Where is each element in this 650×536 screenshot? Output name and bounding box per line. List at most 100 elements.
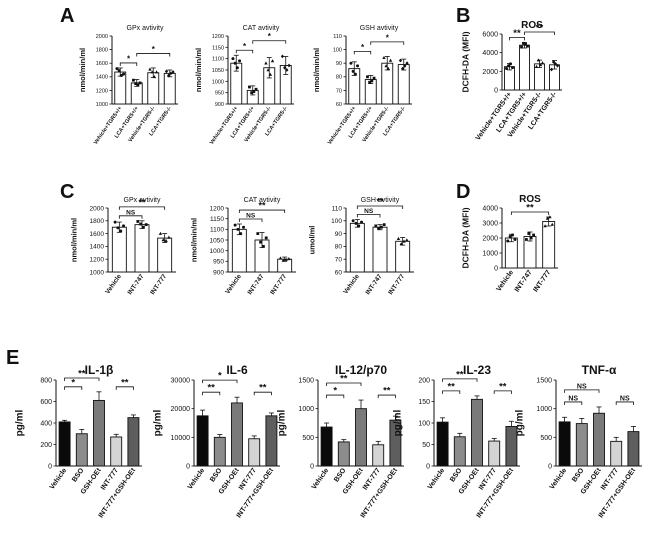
y-tick-label: 1100 — [212, 57, 224, 63]
significance-bracket — [118, 215, 143, 219]
panel-letter-e: E — [6, 347, 19, 369]
chart-title: ROS — [521, 20, 543, 31]
chart-title: IL-23 — [463, 363, 491, 377]
bar — [213, 436, 226, 467]
y-tick-label: 1800 — [96, 48, 108, 54]
y-tick-label: 1600 — [96, 61, 108, 67]
significance-label: ** — [207, 383, 215, 394]
data-point — [122, 224, 126, 228]
y-tick-label: 1000 — [210, 248, 225, 255]
y-tick-label: 30000 — [171, 377, 191, 384]
significance-label: ** — [340, 374, 348, 385]
data-point — [405, 61, 409, 66]
significance-bracket — [64, 377, 100, 381]
bar — [320, 426, 333, 467]
data-point — [122, 72, 126, 76]
chart-title: GPx avtivity — [124, 197, 161, 204]
data-point — [252, 90, 256, 93]
y-tick-label: 1600 — [90, 231, 105, 238]
bar — [196, 415, 209, 467]
significance-bracket — [115, 386, 134, 390]
x-tick-label: INT-747 — [247, 273, 266, 296]
chart-title: IL-6 — [226, 363, 248, 377]
bar — [114, 71, 127, 105]
data-point — [403, 64, 407, 68]
x-tick-label: BSO — [571, 467, 586, 484]
y-tick-label: 600 — [40, 399, 52, 406]
data-point — [256, 232, 260, 235]
y-tick-label: 1200 — [212, 34, 224, 40]
chart-title: GSH avtivity — [360, 25, 399, 32]
data-point — [167, 235, 171, 239]
significance-bracket — [119, 62, 138, 66]
data-point — [239, 232, 243, 236]
data-point — [520, 45, 523, 49]
data-point — [287, 256, 291, 261]
data-point — [233, 61, 237, 65]
bar — [372, 226, 388, 273]
significance-label: * — [218, 371, 222, 382]
significance-bracket — [64, 386, 83, 390]
x-tick-label: Vehicle+TGR5+/+ — [209, 106, 240, 146]
data-point — [526, 44, 529, 48]
data-point — [511, 233, 515, 237]
significance-bracket — [510, 211, 550, 215]
data-point — [235, 66, 239, 70]
chart-c2: CAT avtivity 900 950 1000 1050 1100 1150 1200 nm… — [190, 197, 296, 296]
significance-bracket — [509, 37, 525, 41]
bar — [265, 415, 278, 467]
data-point — [351, 69, 355, 73]
data-point — [119, 229, 123, 233]
data-point — [154, 70, 159, 74]
x-tick-label: Vehicle — [549, 467, 569, 491]
y-tick-label: 1000 — [298, 406, 314, 413]
bar — [355, 408, 367, 467]
x-tick-label: INT-777 — [269, 273, 288, 296]
significance-bracket — [326, 394, 345, 399]
data-point — [545, 216, 550, 220]
y-axis-label: pg/ml — [15, 409, 26, 436]
significance-label: ** — [259, 383, 267, 394]
significance-bracket — [442, 378, 478, 382]
y-tick-label: 1050 — [210, 237, 225, 244]
significance-label: ** — [526, 203, 534, 214]
significance-bracket — [253, 391, 272, 396]
y-tick-label: 0 — [426, 463, 430, 470]
y-tick-label: 1150 — [210, 216, 224, 223]
chart-title: GPx avtivity — [127, 25, 164, 32]
bar — [436, 421, 449, 467]
data-point — [368, 80, 372, 84]
data-point — [142, 225, 145, 229]
y-tick-label: 1200 — [96, 88, 108, 94]
significance-bracket — [326, 382, 362, 387]
chart-a3: GSH avtivity 60 70 80 90 100 110 nmol/min/ml Veh… — [312, 25, 412, 146]
data-point — [132, 78, 135, 82]
significance-bracket — [356, 205, 404, 209]
significance-label: ** — [258, 201, 266, 211]
chart-title: IL-12/p70 — [335, 363, 387, 377]
data-point — [113, 220, 117, 224]
data-point — [152, 75, 157, 79]
data-point — [236, 227, 240, 231]
data-point — [507, 64, 510, 68]
y-tick-label: 2000 — [482, 69, 498, 76]
bar — [231, 228, 247, 273]
bar — [575, 423, 588, 467]
data-point — [509, 62, 512, 66]
y-tick-label: 150 — [418, 399, 430, 406]
data-point — [405, 238, 409, 242]
y-axis-label: nmol/min/ml — [70, 218, 79, 262]
y-tick-label: 100 — [333, 48, 342, 54]
y-tick-label: 950 — [215, 91, 224, 97]
y-axis-label: DCFH-DA (MFI) — [461, 31, 471, 92]
y-tick-label: 0 — [494, 265, 498, 272]
chart-d: ROS 0 1000 2000 3000 4000 DCFH-DA (MFI) Vehicle… — [461, 194, 558, 294]
y-tick-label: 1150 — [212, 45, 224, 51]
data-point — [264, 61, 268, 65]
x-tick-label: BSO — [449, 467, 464, 484]
significance-bracket — [235, 49, 254, 54]
y-tick-label: 50 — [422, 442, 430, 449]
chart-title: GSH avtivity — [361, 197, 400, 204]
data-point — [233, 223, 237, 227]
chart-c1: GPx avtivity 1000 1200 1400 1600 1800 2000 nmol… — [70, 197, 176, 296]
